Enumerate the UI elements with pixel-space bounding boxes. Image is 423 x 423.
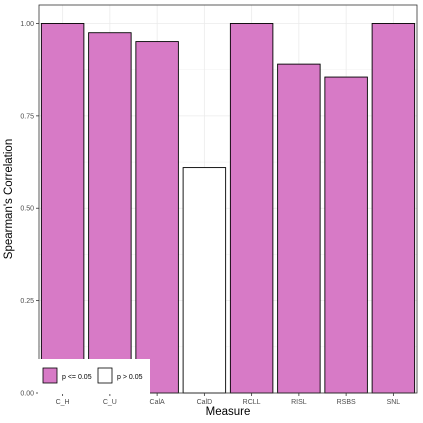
bar-rcll bbox=[229, 23, 274, 394]
x-axis-title: Measure bbox=[206, 406, 251, 418]
y-tick-label: 1.00 bbox=[20, 21, 34, 28]
y-tick-label: 0.50 bbox=[20, 206, 34, 213]
bar-c-h bbox=[40, 23, 85, 394]
bar-rsbs bbox=[324, 76, 368, 394]
y-tick-label: 0.25 bbox=[20, 298, 34, 305]
x-tick-label: C_H bbox=[56, 399, 70, 406]
bar-cald bbox=[182, 167, 227, 394]
y-axis: 0.00 0.25 0.50 0.75 1.00 bbox=[20, 21, 39, 398]
x-tick-label: CalA bbox=[150, 399, 166, 406]
y-axis-title: Spearman's Correlation bbox=[3, 139, 15, 259]
bar-risl bbox=[277, 63, 321, 394]
y-tick-label: 0.75 bbox=[20, 113, 34, 120]
x-tick-label: C_U bbox=[103, 399, 117, 406]
x-tick-label: RISL bbox=[291, 399, 307, 406]
panel-border bbox=[38, 4, 418, 394]
x-axis: C_H C_U CalA CalD RCLL RISL RSBS SNL bbox=[56, 393, 401, 406]
legend-key-not-significant bbox=[97, 367, 113, 384]
legend-key-significant bbox=[42, 367, 58, 384]
legend-label-significant: p <= 0.05 bbox=[62, 374, 92, 381]
bar-snl bbox=[371, 23, 416, 394]
x-tick-label: SNL bbox=[387, 399, 401, 406]
x-tick-label: CalD bbox=[197, 399, 213, 406]
legend-label-not-significant: p > 0.05 bbox=[117, 374, 143, 381]
x-tick-label: RSBS bbox=[337, 399, 356, 406]
legend: p <= 0.05 p > 0.05 bbox=[38, 359, 150, 394]
bar-cala bbox=[135, 41, 179, 394]
y-tick-label: 0.00 bbox=[20, 391, 34, 398]
bars bbox=[40, 23, 416, 394]
bar-c-u bbox=[88, 32, 132, 394]
x-tick-label: RCLL bbox=[243, 399, 261, 406]
